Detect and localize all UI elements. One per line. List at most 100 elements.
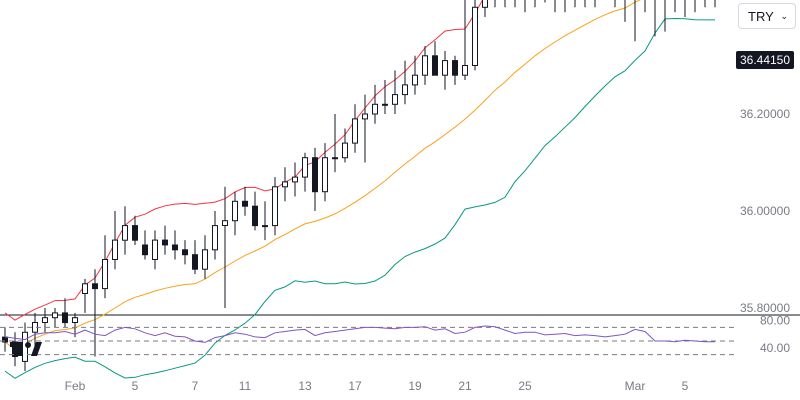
- candle: [432, 41, 438, 76]
- price-tick-label: 36.20000: [740, 107, 790, 121]
- candle: [342, 128, 348, 163]
- chevron-down-icon: ⌄: [780, 10, 788, 21]
- candle-body: [172, 244, 178, 251]
- rsi-tick-label: 40.00: [760, 341, 790, 355]
- candle-body: [122, 225, 128, 241]
- candle: [42, 308, 48, 333]
- candle-body: [152, 239, 158, 261]
- candle-body: [182, 249, 188, 256]
- candle-body: [82, 283, 88, 294]
- candle-body: [362, 113, 368, 120]
- candle: [574, 0, 576, 8]
- candle: [52, 308, 58, 328]
- candle: [392, 70, 398, 114]
- candle: [684, 0, 686, 17]
- candle: [524, 0, 526, 13]
- candle: [674, 0, 676, 13]
- time-tick-label: 21: [458, 379, 472, 393]
- candle: [422, 46, 428, 85]
- candle: [112, 211, 118, 270]
- candle: [554, 0, 556, 13]
- candle: [412, 55, 418, 95]
- candle: [472, 0, 478, 71]
- candle-body: [452, 60, 458, 76]
- time-tick-label: Mar: [625, 379, 646, 393]
- candle-body: [352, 118, 358, 144]
- candle-body: [392, 94, 398, 105]
- candle-body: [222, 220, 228, 226]
- candle: [534, 0, 536, 8]
- candle-body: [92, 283, 98, 290]
- candle: [302, 152, 308, 192]
- middle-band-line: [4, 0, 641, 350]
- candle-body: [232, 200, 238, 222]
- candle: [2, 327, 8, 352]
- currency-selector-value: TRY: [748, 8, 774, 24]
- candle-body: [382, 103, 388, 106]
- time-tick-label: 7: [192, 379, 199, 393]
- candle: [442, 51, 448, 90]
- currency-selector[interactable]: TRY ⌄: [738, 3, 796, 29]
- time-tick-label: 25: [518, 379, 532, 393]
- candle-body: [412, 74, 418, 86]
- rsi-pane: 80.00 40.00: [0, 314, 790, 356]
- candle: [352, 104, 358, 153]
- time-tick-label: 13: [298, 379, 312, 393]
- candle: [462, 0, 468, 80]
- candle-body: [422, 55, 428, 76]
- candle: [252, 191, 258, 231]
- candle: [624, 0, 626, 22]
- candle: [664, 0, 666, 32]
- time-tick-label: 17: [348, 379, 362, 393]
- candle: [72, 312, 78, 338]
- tradingview-logo-icon: [10, 342, 42, 356]
- candle: [152, 230, 158, 270]
- candle: [382, 80, 388, 114]
- candle-body: [402, 84, 408, 96]
- candle: [312, 147, 318, 211]
- candle-body: [202, 249, 208, 270]
- candle: [494, 0, 496, 8]
- candle: [482, 0, 488, 17]
- candle: [222, 186, 228, 308]
- time-tick-label: Feb: [65, 379, 86, 393]
- candle-body: [302, 157, 308, 178]
- candle-body: [72, 317, 78, 324]
- candle-body: [102, 259, 108, 290]
- candle-body: [142, 244, 148, 256]
- candle-body: [162, 239, 168, 246]
- candle: [82, 278, 88, 313]
- rsi-line: [4, 325, 715, 343]
- candle-body: [312, 157, 318, 193]
- candle: [584, 0, 586, 8]
- candle-body: [442, 60, 448, 76]
- candle: [332, 114, 338, 173]
- time-tick-label: 5: [132, 379, 139, 393]
- candle: [262, 201, 268, 241]
- candle: [362, 94, 368, 163]
- candle-body: [262, 225, 268, 228]
- candle-body: [432, 55, 438, 76]
- candle-body: [132, 225, 138, 241]
- candle-body: [282, 181, 288, 188]
- lower-band-line: [4, 17, 715, 379]
- time-axis: Feb 5 7 11 13 17 19 21 25 Mar 5: [65, 379, 689, 393]
- candle: [504, 0, 506, 8]
- candle-body: [112, 239, 118, 261]
- candle-body: [462, 65, 468, 76]
- candle: [654, 0, 656, 37]
- candle: [272, 177, 278, 236]
- candle: [232, 191, 238, 236]
- candle-body: [292, 176, 298, 183]
- candle: [132, 215, 138, 245]
- candle: [704, 0, 706, 8]
- candle: [322, 143, 328, 202]
- candle-body: [62, 312, 68, 324]
- candle: [192, 240, 198, 275]
- price-tick-label: 35.60000: [740, 398, 790, 400]
- candle: [292, 162, 298, 197]
- candle-body: [242, 200, 248, 207]
- candle: [634, 0, 636, 42]
- candle-body: [272, 186, 278, 227]
